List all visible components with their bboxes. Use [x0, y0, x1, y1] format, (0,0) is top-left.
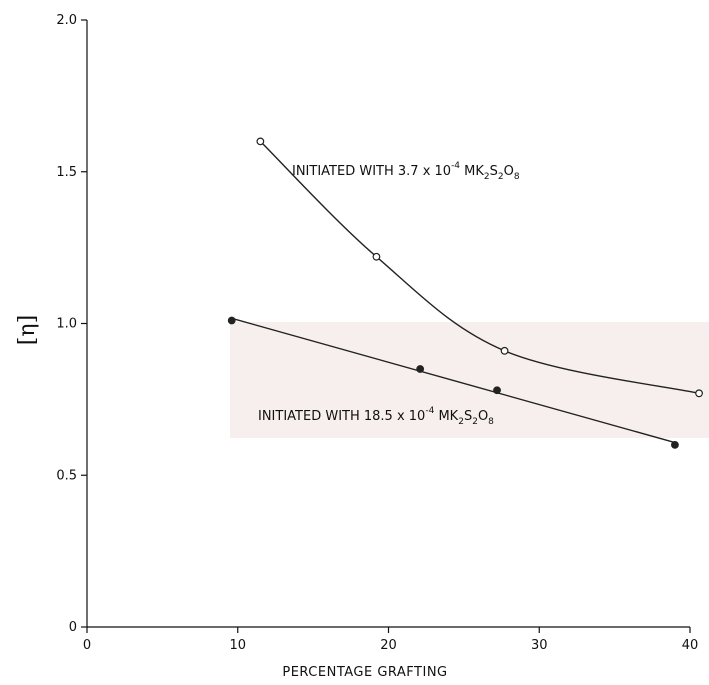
annotation-series-2: INITIATED WITH 18.5 x 10-4 MK2S2O8 [258, 406, 494, 427]
annotation-series-1: INITIATED WITH 3.7 x 10-4 MK2S2O8 [292, 161, 520, 182]
series-1-point-3 [500, 346, 509, 355]
series-1-point-2 [372, 252, 381, 261]
y-tick-label-1: 0.5 [56, 468, 77, 483]
shaded-region [230, 322, 709, 438]
series-2-point-1 [227, 316, 236, 325]
series-2-point-2 [416, 365, 425, 373]
x-tick-label-4: 40 [682, 638, 699, 653]
series-2-point-3 [493, 386, 501, 395]
series-line-1 [259, 140, 700, 394]
series-1-point-4 [695, 389, 703, 398]
y-tick-label-3: 1.5 [56, 165, 77, 180]
y-tick-label-2: 1.0 [56, 317, 77, 332]
y-tick-label-4: 2.0 [56, 13, 77, 28]
x-tick-label-1: 10 [229, 638, 246, 653]
x-tick-label-2: 20 [380, 638, 397, 653]
y-ticks: 0 0.5 1.0 1.5 2.0 [56, 13, 87, 635]
x-tick-label-0: 0 [83, 638, 91, 653]
series-line-2 [231, 317, 676, 444]
x-axis-title: PERCENTAGE GRAFTING [282, 665, 447, 680]
x-tick-label-3: 30 [531, 638, 548, 653]
y-axis-title: [η] [15, 315, 40, 345]
series-layer [227, 137, 703, 449]
y-tick-label-0: 0 [69, 620, 77, 635]
series-1-point-1 [256, 137, 265, 146]
x-ticks: 0 10 20 30 40 [83, 627, 698, 653]
series-2-point-4 [671, 441, 679, 449]
